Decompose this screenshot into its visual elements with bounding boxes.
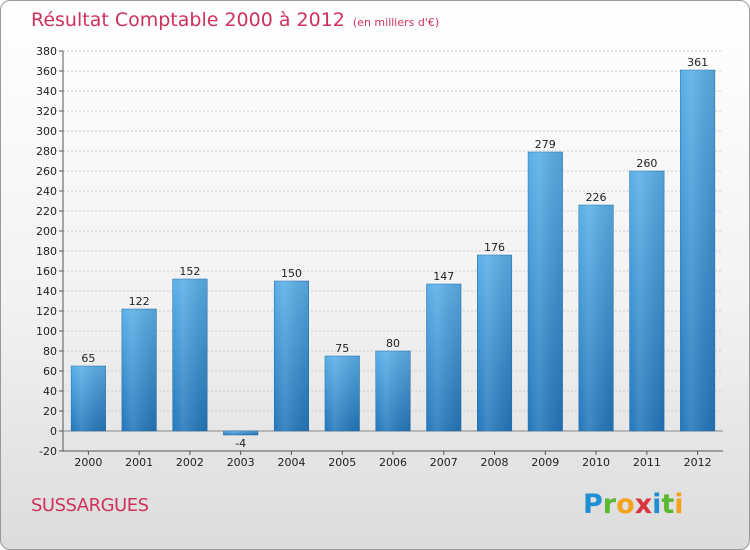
bar-shade bbox=[629, 171, 665, 431]
data-label: 176 bbox=[484, 241, 505, 254]
bar-shade bbox=[680, 70, 715, 431]
logo-letter: o bbox=[616, 489, 635, 520]
y-tick-label: 380 bbox=[36, 45, 57, 58]
y-tick-label: 100 bbox=[36, 325, 57, 338]
data-label: 150 bbox=[281, 267, 302, 280]
bar-shade bbox=[578, 205, 614, 431]
y-tick-label: -20 bbox=[39, 445, 57, 458]
y-tick-label: 80 bbox=[43, 345, 57, 358]
data-label: 147 bbox=[433, 270, 454, 283]
y-tick-label: 320 bbox=[36, 105, 57, 118]
y-tick-label: 140 bbox=[36, 285, 57, 298]
x-tick-label: 2004 bbox=[277, 456, 305, 469]
x-tick-label: 2001 bbox=[125, 456, 153, 469]
y-tick-label: 280 bbox=[36, 145, 57, 158]
logo-letter: P bbox=[583, 489, 603, 520]
x-tick-label: 2009 bbox=[531, 456, 559, 469]
y-tick-label: 200 bbox=[36, 225, 57, 238]
bar-shade bbox=[426, 284, 462, 431]
chart-title-text: Résultat Comptable 2000 à 2012 bbox=[31, 9, 345, 31]
data-label: 122 bbox=[129, 295, 150, 308]
y-tick-label: 0 bbox=[50, 425, 57, 438]
y-tick-label: 260 bbox=[36, 165, 57, 178]
bar-shade bbox=[121, 309, 157, 431]
logo-letter: i bbox=[674, 489, 684, 520]
y-tick-label: 60 bbox=[43, 365, 57, 378]
bar-shade bbox=[172, 279, 208, 431]
bar-shade bbox=[477, 255, 512, 431]
y-tick-label: 120 bbox=[36, 305, 57, 318]
bar-shade bbox=[274, 281, 309, 431]
proxiti-logo: Proxiti bbox=[583, 489, 684, 520]
data-label: 80 bbox=[386, 337, 400, 350]
y-tick-label: 360 bbox=[36, 65, 57, 78]
commune-name: SUSSARGUES bbox=[31, 495, 149, 516]
data-label: 279 bbox=[535, 138, 556, 151]
logo-letter: r bbox=[602, 489, 617, 520]
x-tick-label: 2005 bbox=[328, 456, 356, 469]
x-tick-label: 2011 bbox=[633, 456, 661, 469]
chart-title: Résultat Comptable 2000 à 2012 (en millie… bbox=[31, 9, 439, 31]
bar-shade bbox=[223, 431, 258, 435]
bar-shade bbox=[375, 351, 411, 431]
y-tick-label: 240 bbox=[36, 185, 57, 198]
x-tick-label: 2002 bbox=[176, 456, 204, 469]
data-label: 65 bbox=[81, 352, 95, 365]
x-tick-label: 2000 bbox=[74, 456, 102, 469]
data-label: -4 bbox=[235, 437, 246, 450]
bar-shade bbox=[71, 366, 106, 431]
y-tick-label: 180 bbox=[36, 245, 57, 258]
x-tick-label: 2008 bbox=[481, 456, 509, 469]
y-tick-label: 160 bbox=[36, 265, 57, 278]
y-tick-label: 20 bbox=[43, 405, 57, 418]
x-tick-label: 2006 bbox=[379, 456, 407, 469]
data-label: 361 bbox=[687, 56, 708, 69]
x-tick-label: 2007 bbox=[430, 456, 458, 469]
data-label: 226 bbox=[586, 191, 607, 204]
logo-letter: i bbox=[652, 489, 662, 520]
y-tick-label: 220 bbox=[36, 205, 57, 218]
logo-letter: t bbox=[661, 489, 675, 520]
y-tick-label: 300 bbox=[36, 125, 57, 138]
y-tick-label: 340 bbox=[36, 85, 57, 98]
logo-letter: x bbox=[634, 489, 653, 520]
x-tick-label: 2010 bbox=[582, 456, 610, 469]
bar-shade bbox=[528, 152, 563, 431]
x-tick-label: 2003 bbox=[227, 456, 255, 469]
bar-shade bbox=[324, 356, 360, 431]
chart-subtitle: (en milliers d'€) bbox=[352, 16, 440, 29]
x-tick-label: 2012 bbox=[684, 456, 712, 469]
data-label: 75 bbox=[335, 342, 349, 355]
data-label: 260 bbox=[636, 157, 657, 170]
y-tick-label: 40 bbox=[43, 385, 57, 398]
data-label: 152 bbox=[179, 265, 200, 278]
